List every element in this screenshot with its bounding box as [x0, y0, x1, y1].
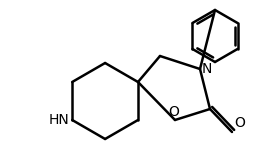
- Text: N: N: [202, 62, 212, 76]
- Text: HN: HN: [48, 113, 69, 127]
- Text: O: O: [168, 105, 180, 119]
- Text: O: O: [234, 116, 245, 130]
